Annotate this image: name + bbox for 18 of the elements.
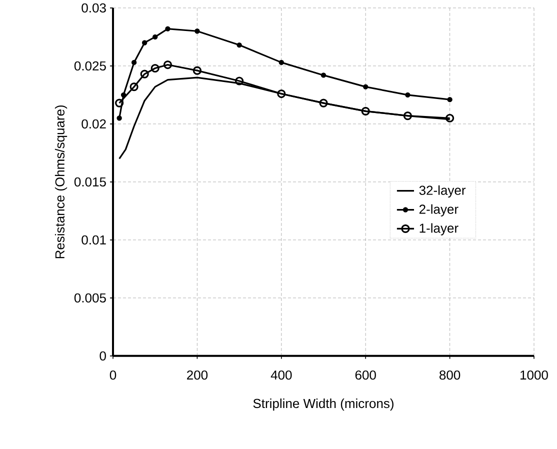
y-tick-label: 0.03 (82, 3, 106, 13)
x-tick-label: 200 (187, 370, 208, 380)
legend-label: 32-layer (419, 185, 466, 198)
x-tick-label: 400 (270, 370, 292, 380)
x-tick-label: 0 (110, 370, 116, 380)
x-tick-label: 1000 (520, 370, 548, 380)
y-tick-label: 0.025 (74, 61, 106, 71)
y-tick-label: 0.01 (82, 235, 106, 245)
x-tick-label: 600 (355, 370, 376, 380)
y-tick-label: 0.015 (74, 177, 106, 187)
y-tick-label: 0 (100, 351, 106, 361)
legend-label: 1-layer (420, 223, 458, 236)
legend-label: 2-layer (419, 204, 458, 216)
y-tick-label: 0.005 (74, 293, 106, 303)
x-tick-label: 800 (440, 370, 460, 380)
y-tick-label: 0.02 (82, 119, 106, 129)
y-axis-title: Resistance (Ohms/square) (54, 105, 68, 258)
x-axis-title: Stripline Width (microns) (253, 398, 394, 411)
